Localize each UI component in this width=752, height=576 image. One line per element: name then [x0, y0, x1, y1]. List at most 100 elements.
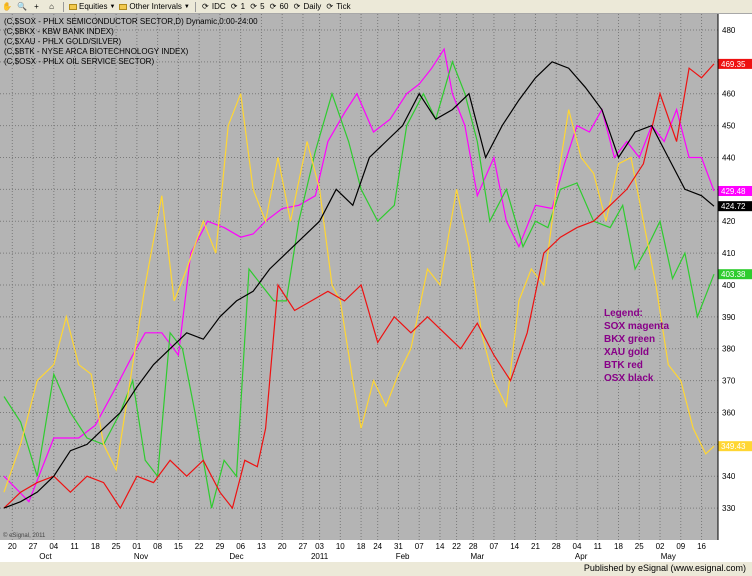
- series-line-xau: [3, 93, 715, 493]
- x-tick-label: 28: [469, 542, 478, 551]
- legend-entry: BKX green: [604, 334, 655, 345]
- x-tick-label: 02: [656, 542, 665, 551]
- interval-icon: ⟳: [230, 1, 238, 11]
- x-tick-label: 11: [594, 542, 603, 551]
- y-tick-label: 380: [722, 345, 736, 354]
- x-tick-label: 09: [676, 542, 685, 551]
- toolbar-item-label: Daily: [303, 2, 322, 11]
- watermark: © eSignal, 2011: [3, 532, 46, 539]
- header-line: (C,$BKX - KBW BANK INDEX): [4, 27, 114, 36]
- last-value-label-xau: 349.43: [721, 442, 746, 451]
- legend-entry: SOX magenta: [604, 321, 669, 332]
- x-tick-label: 03: [315, 542, 324, 551]
- plot-background: [0, 14, 718, 540]
- y-tick-label: 400: [722, 281, 736, 290]
- x-tick-label: 11: [70, 542, 79, 551]
- y-tick-label: 480: [722, 26, 736, 35]
- toolbar-item-label: IDC: [211, 2, 226, 11]
- x-tick-label: 20: [8, 542, 17, 551]
- y-tick-label: 330: [722, 504, 736, 513]
- interval-icon: ⟳: [326, 1, 334, 11]
- x-month-label: Oct: [39, 552, 52, 561]
- interval-icon: ⟳: [293, 1, 301, 11]
- last-value-label-osx: 424.72: [721, 202, 746, 211]
- y-tick-label: 390: [722, 313, 736, 322]
- x-tick-label: 28: [552, 542, 561, 551]
- x-month-label: May: [661, 552, 676, 561]
- x-tick-label: 07: [489, 542, 498, 551]
- toolbar-item-tick[interactable]: ⟳ Tick: [323, 2, 352, 11]
- toolbar: ✋ 🔍 + ⌂ Equities ▼ Other Intervals ▼ ⟳ IDC ⟳ 1 ⟳ 5 ⟳ 60…: [0, 0, 752, 14]
- last-value-badge-bkx: [718, 269, 752, 280]
- x-tick-label: 24: [373, 542, 382, 551]
- x-tick-label: 15: [174, 542, 183, 551]
- toolbar-item-label: 1: [240, 2, 246, 11]
- toolbar-item-60[interactable]: ⟳ 60: [267, 2, 291, 11]
- x-tick-label: 01: [132, 542, 141, 551]
- x-tick-label: 21: [531, 542, 540, 551]
- x-tick-label: 08: [153, 542, 162, 551]
- x-tick-label: 07: [415, 542, 424, 551]
- header-line: (C,$OSX - PHLX OIL SERVICE SECTOR): [4, 57, 154, 66]
- last-value-label-sox: 429.48: [721, 187, 746, 196]
- toolbar-item-crosshair[interactable]: +: [30, 1, 45, 11]
- last-value-label-btk: 469.35: [721, 60, 746, 69]
- series-line-osx: [3, 61, 715, 509]
- toolbar-item-home[interactable]: ⌂: [45, 1, 60, 11]
- x-tick-label: 18: [614, 542, 623, 551]
- series-line-bkx: [3, 59, 715, 509]
- last-value-badge-osx: [718, 201, 752, 212]
- toolbar-item-1[interactable]: ⟳ 1: [228, 2, 247, 11]
- home-icon: ⌂: [49, 1, 54, 11]
- x-tick-label: 10: [336, 542, 345, 551]
- x-tick-label: 22: [452, 542, 461, 551]
- x-tick-label: 18: [91, 542, 100, 551]
- y-tick-label: 420: [722, 217, 736, 226]
- header-line: (C,$SOX - PHLX SEMICONDUCTOR SECTOR,D) D…: [4, 17, 258, 26]
- last-value-badge-sox: [718, 185, 752, 196]
- x-month-label: Feb: [396, 552, 410, 561]
- toolbar-separator: [194, 1, 196, 12]
- toolbar-item-hand[interactable]: ✋: [0, 1, 15, 11]
- toolbar-item-label: Other Intervals: [129, 2, 182, 11]
- toolbar-item-5[interactable]: ⟳ 5: [247, 2, 266, 11]
- x-tick-label: 22: [195, 542, 204, 551]
- toolbar-item-zoom[interactable]: 🔍: [15, 2, 30, 11]
- x-month-label: Apr: [575, 552, 588, 561]
- x-month-label: Dec: [229, 552, 243, 561]
- crosshair-icon: +: [34, 1, 39, 11]
- toolbar-item-label: Tick: [336, 2, 351, 11]
- y-tick-label: 450: [722, 122, 736, 131]
- y-tick-label: 370: [722, 377, 736, 386]
- last-value-badge-btk: [718, 58, 752, 69]
- toolbar-item-label: Equities: [79, 2, 108, 11]
- toolbar-item-daily[interactable]: ⟳ Daily: [290, 2, 323, 11]
- interval-icon: ⟳: [269, 1, 277, 11]
- toolbar-item-label: 5: [260, 2, 265, 11]
- toolbar-item-other-intervals[interactable]: Other Intervals ▼: [117, 2, 191, 11]
- x-tick-label: 18: [357, 542, 366, 551]
- interval-icon: ⟳: [201, 1, 209, 11]
- dropdown-caret-icon: ▼: [109, 3, 116, 10]
- header-line: (C,$XAU - PHLX GOLD/SILVER): [4, 37, 122, 46]
- x-tick-label: 14: [510, 542, 519, 551]
- x-tick-label: 29: [215, 542, 224, 551]
- footer: Published by eSignal (www.esignal.com): [0, 562, 752, 576]
- folder-icon: [69, 3, 77, 10]
- legend-entry: OSX black: [604, 373, 654, 384]
- interval-icon: ⟳: [250, 1, 257, 11]
- toolbar-item-equities[interactable]: Equities ▼: [67, 2, 117, 11]
- x-month-label: 2011: [311, 552, 329, 561]
- hand-icon: ✋: [2, 1, 12, 11]
- toolbar-item-label: 60: [279, 2, 289, 11]
- y-tick-label: 410: [722, 249, 736, 258]
- x-tick-label: 13: [257, 542, 266, 551]
- series-line-btk: [3, 63, 715, 510]
- folder-icon: [119, 3, 128, 10]
- toolbar-separator: [63, 1, 64, 12]
- x-month-label: Nov: [134, 552, 148, 561]
- last-value-label-bkx: 403.38: [721, 270, 746, 279]
- dropdown-caret-icon: ▼: [183, 3, 190, 10]
- toolbar-item-idc[interactable]: ⟳ IDC: [199, 2, 228, 11]
- y-tick-label: 460: [722, 90, 736, 99]
